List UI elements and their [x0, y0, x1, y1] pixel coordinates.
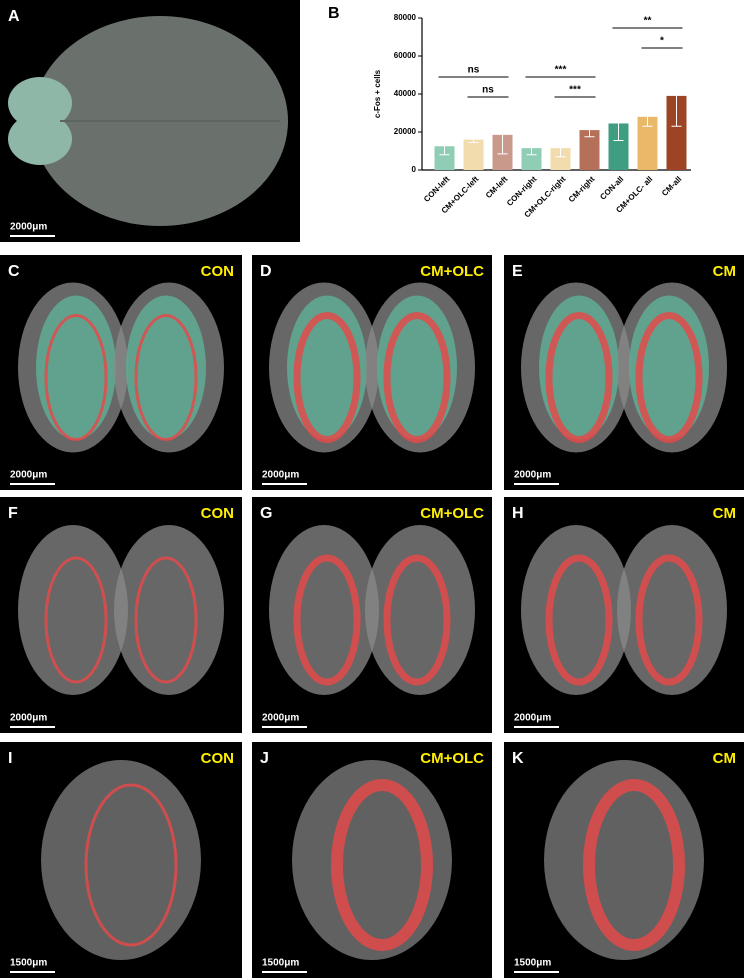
brain-image — [134, 314, 198, 441]
panel-letter: G — [260, 505, 272, 522]
panel-letter: A — [8, 8, 20, 25]
y-tick-label: 80000 — [394, 13, 417, 22]
condition-tag: CM — [713, 750, 736, 767]
panel-letter: C — [8, 263, 20, 280]
y-tick-label: 40000 — [394, 89, 417, 98]
x-tick-label: CON-all — [598, 175, 625, 202]
brain-image — [134, 556, 198, 684]
bar — [608, 123, 629, 170]
scale-label: 2000μm — [514, 713, 551, 724]
panel-letter: J — [260, 750, 269, 767]
error-bar — [671, 65, 682, 127]
significance-label: ** — [644, 16, 652, 27]
brain-image — [583, 779, 685, 951]
brain-image — [293, 554, 361, 686]
condition-tag: CM — [713, 505, 736, 522]
brain-image — [383, 312, 451, 443]
bar — [434, 146, 455, 170]
brain-image — [635, 312, 703, 443]
error-bar — [613, 105, 624, 142]
scale-label: 2000μm — [10, 470, 47, 481]
scale-label: 2000μm — [262, 713, 299, 724]
condition-tag: CON — [201, 263, 234, 280]
brain-image — [293, 312, 361, 443]
significance-label: ns — [468, 65, 480, 76]
condition-tag: CM+OLC — [420, 750, 484, 767]
scale-label: 2000μm — [514, 470, 551, 481]
brain-image — [269, 525, 379, 695]
error-bar — [497, 115, 508, 155]
brain-image — [545, 312, 613, 443]
scale-label: 2000μm — [262, 470, 299, 481]
error-bar — [642, 106, 653, 127]
condition-tag: CON — [201, 750, 234, 767]
error-bar — [555, 139, 566, 158]
error-bar — [468, 136, 479, 143]
bar — [521, 148, 542, 170]
brain-image — [365, 525, 475, 695]
condition-tag: CON — [201, 505, 234, 522]
significance-label: * — [660, 36, 664, 47]
significance-label: *** — [569, 85, 581, 96]
brain-image — [617, 525, 727, 695]
scale-label: 1500μm — [514, 958, 551, 969]
brain-image — [84, 783, 178, 947]
significance-label: ns — [482, 85, 494, 96]
panel-letter: B — [328, 5, 340, 22]
brain-image — [36, 295, 116, 440]
condition-tag: CM+OLC — [420, 505, 484, 522]
x-tick-label: CON-left — [422, 174, 452, 204]
bar — [637, 116, 658, 170]
x-tick-label: CM-right — [567, 174, 597, 204]
panel-letter: E — [512, 263, 523, 280]
panel-letter: F — [8, 505, 18, 522]
significance-label: *** — [555, 65, 567, 76]
y-tick-label: 0 — [412, 165, 417, 174]
error-bar — [584, 122, 595, 138]
bar — [463, 139, 484, 170]
brain-image — [8, 77, 72, 129]
panel-letter: I — [8, 750, 12, 767]
y-tick-label: 60000 — [394, 51, 417, 60]
panel-letter: H — [512, 505, 524, 522]
brain-image — [18, 525, 128, 695]
brain-image — [114, 525, 224, 695]
scale-label: 2000μm — [10, 713, 47, 724]
brain-image — [545, 554, 613, 686]
brain-image — [41, 760, 201, 960]
condition-tag: CM — [713, 263, 736, 280]
bar — [579, 130, 600, 170]
panel-letter: D — [260, 263, 272, 280]
y-tick-label: 20000 — [394, 127, 417, 136]
bar — [666, 95, 687, 170]
brain-image — [44, 314, 108, 441]
panel-letter: K — [512, 750, 524, 767]
y-axis-label: c-Fos + cells — [373, 69, 382, 118]
scale-label: 1500μm — [262, 958, 299, 969]
bar — [550, 148, 571, 170]
x-tick-label: CM-all — [660, 175, 683, 198]
brain-image — [126, 295, 206, 440]
brain-image — [331, 779, 433, 951]
brain-image — [8, 113, 72, 165]
condition-tag: CM+OLC — [420, 263, 484, 280]
brain-image — [635, 554, 703, 686]
error-bar — [526, 141, 537, 156]
scale-label: 1500μm — [10, 958, 47, 969]
x-tick-label: CM-left — [484, 174, 510, 200]
scale-label: 2000μm — [10, 222, 47, 233]
brain-image — [521, 525, 631, 695]
error-bar — [439, 137, 450, 156]
brain-image — [44, 556, 108, 684]
brain-image — [383, 554, 451, 686]
